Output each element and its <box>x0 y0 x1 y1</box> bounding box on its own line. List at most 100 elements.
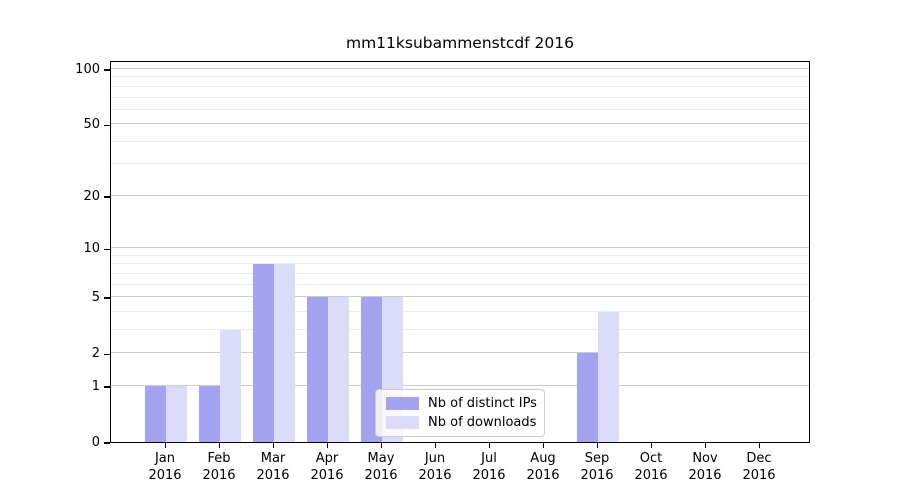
distinct-ips-swatch <box>386 397 419 410</box>
x-tick-mark <box>597 443 599 448</box>
bar-downloads <box>274 264 295 442</box>
y-tick-mark <box>104 442 110 444</box>
minor-gridline <box>111 272 809 274</box>
x-tick-month: Jul <box>481 451 497 466</box>
x-tick-mark <box>759 443 761 448</box>
x-tick-mark <box>327 443 329 448</box>
minor-gridline <box>111 310 809 312</box>
x-tick-label: Oct 2016 <box>621 450 681 484</box>
y-tick-label: 100 <box>75 62 100 77</box>
x-tick-year: 2016 <box>256 468 290 483</box>
y-tick-mark <box>104 386 110 388</box>
x-tick-month: Sep <box>584 451 610 466</box>
x-tick-label: Mar 2016 <box>243 450 303 484</box>
x-tick-month: Dec <box>746 451 772 466</box>
minor-gridline <box>111 163 809 165</box>
y-tick-label: 2 <box>91 346 100 362</box>
x-tick-month: Mar <box>260 451 286 466</box>
major-gridline <box>111 123 809 125</box>
x-tick-label: Nov 2016 <box>675 450 735 484</box>
x-tick-year: 2016 <box>472 468 506 483</box>
minor-gridline <box>111 85 809 87</box>
bar-distinct-ips <box>307 297 328 442</box>
x-tick-mark <box>705 443 707 448</box>
major-gridline <box>111 68 809 70</box>
x-tick-year: 2016 <box>310 468 344 483</box>
x-tick-year: 2016 <box>202 468 236 483</box>
minor-gridline <box>111 140 809 142</box>
x-tick-label: Apr 2016 <box>297 450 357 484</box>
bar-distinct-ips <box>577 353 598 442</box>
bar-downloads <box>166 385 187 442</box>
minor-gridline <box>111 96 809 98</box>
minor-gridline <box>111 108 809 110</box>
y-tick-label: 20 <box>83 188 100 204</box>
y-tick-mark <box>104 69 110 71</box>
x-tick-year: 2016 <box>634 468 668 483</box>
x-tick-mark <box>219 443 221 448</box>
minor-gridline <box>111 328 809 330</box>
x-tick-month: Aug <box>530 451 556 466</box>
x-tick-mark <box>651 443 653 448</box>
legend: Nb of distinct IPs Nb of downloads <box>375 389 545 437</box>
legend-item-downloads: Nb of downloads <box>386 415 544 430</box>
downloads-swatch <box>386 416 419 429</box>
y-tick-mark <box>104 297 110 299</box>
x-tick-month: Jan <box>154 451 176 466</box>
bar-downloads <box>220 329 241 442</box>
legend-label-distinct-ips: Nb of distinct IPs <box>428 395 537 411</box>
x-tick-month: May <box>367 451 395 466</box>
x-tick-month: Oct <box>639 451 663 466</box>
x-tick-year: 2016 <box>688 468 722 483</box>
y-tick-label: 1 <box>91 378 100 394</box>
x-tick-label: Dec 2016 <box>729 450 789 484</box>
minor-gridline <box>111 254 809 256</box>
x-tick-label: May 2016 <box>351 450 411 484</box>
x-tick-label: Sep 2016 <box>567 450 627 484</box>
x-tick-year: 2016 <box>580 468 614 483</box>
x-tick-year: 2016 <box>742 468 776 483</box>
plot-area <box>110 61 810 443</box>
x-tick-month: Feb <box>207 451 231 466</box>
x-tick-label: Aug 2016 <box>513 450 573 484</box>
y-tick-label: 50 <box>83 117 100 133</box>
x-tick-year: 2016 <box>526 468 560 483</box>
major-gridline <box>111 194 809 196</box>
x-tick-label: Jun 2016 <box>405 450 465 484</box>
bar-distinct-ips <box>145 385 166 442</box>
y-tick-label: 10 <box>83 241 100 257</box>
bar-downloads <box>328 297 349 442</box>
bar-distinct-ips <box>199 385 220 442</box>
x-tick-month: Nov <box>692 451 718 466</box>
x-tick-mark <box>435 443 437 448</box>
x-tick-mark <box>165 443 167 448</box>
chart-title: mm11ksubammenstcdf 2016 <box>345 34 575 52</box>
major-gridline <box>111 352 809 354</box>
x-tick-label: Jul 2016 <box>459 450 519 484</box>
minor-gridline <box>111 76 809 78</box>
legend-item-distinct-ips: Nb of distinct IPs <box>386 395 544 411</box>
x-tick-label: Jan 2016 <box>135 450 195 484</box>
y-tick-label: 5 <box>91 290 100 306</box>
minor-gridline <box>111 283 809 285</box>
x-tick-mark <box>273 443 275 448</box>
x-tick-mark <box>381 443 383 448</box>
x-tick-year: 2016 <box>148 468 182 483</box>
y-tick-label: 0 <box>91 435 100 450</box>
major-gridline <box>111 247 809 249</box>
bar-distinct-ips <box>253 264 274 442</box>
x-tick-year: 2016 <box>418 468 452 483</box>
y-tick-mark <box>104 248 110 250</box>
y-tick-mark <box>104 353 110 355</box>
x-tick-month: Jun <box>424 451 446 466</box>
x-tick-month: Apr <box>315 451 339 466</box>
bar-downloads <box>598 311 619 442</box>
x-tick-mark <box>543 443 545 448</box>
y-tick-mark <box>104 124 110 126</box>
minor-gridline <box>111 263 809 265</box>
x-tick-mark <box>489 443 491 448</box>
y-tick-mark <box>104 196 110 198</box>
x-tick-year: 2016 <box>364 468 398 483</box>
major-gridline <box>111 384 809 386</box>
